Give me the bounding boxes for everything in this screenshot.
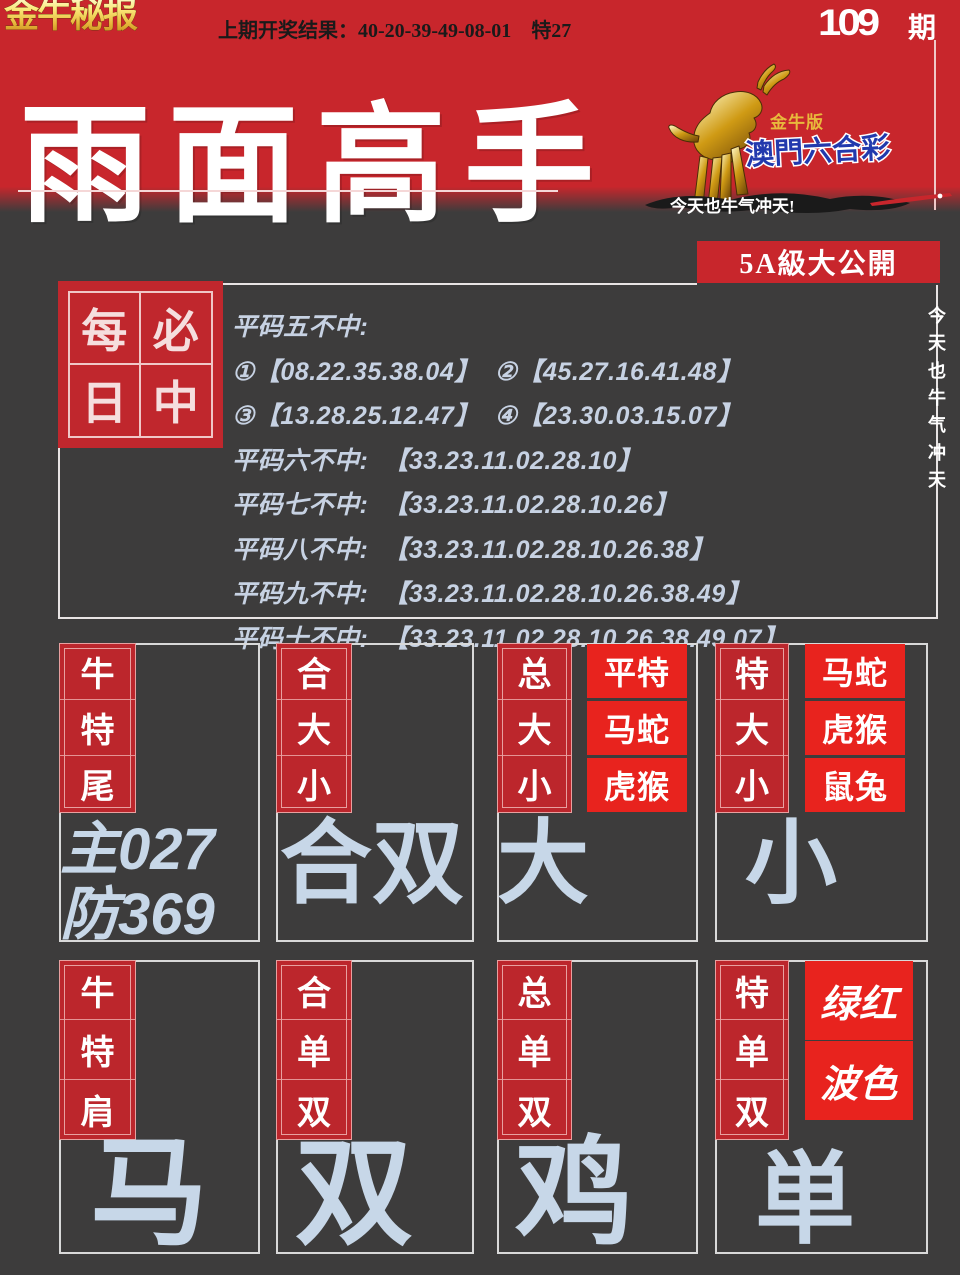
svg-text:金牛秘报: 金牛秘报	[3, 0, 138, 35]
